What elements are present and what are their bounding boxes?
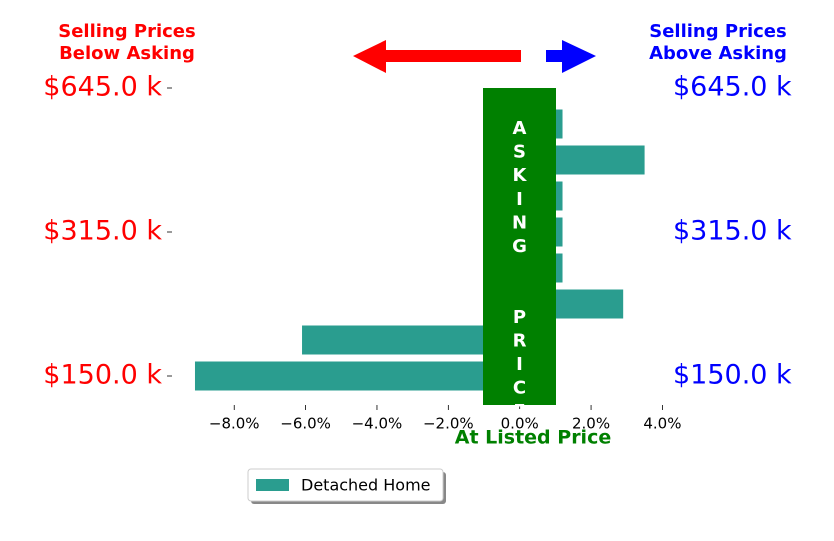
bar [194, 361, 520, 391]
legend [247, 468, 444, 502]
x-tick-label: −8.0% [209, 415, 260, 433]
legend-swatch [256, 479, 289, 491]
y-tick-label: $645.0 k [43, 72, 162, 103]
annotation-below: Selling Prices [58, 21, 195, 42]
y-tick-label-right: $315.0 k [673, 216, 792, 247]
y-tick-label-right: $150.0 k [673, 360, 792, 391]
y-tick-label: $315.0 k [43, 216, 162, 247]
left-arrow [353, 40, 521, 73]
asking-price-band [483, 88, 556, 405]
legend-label: Detached Home [301, 476, 431, 495]
x-tick-label: 4.0% [643, 415, 681, 433]
x-axis-label: At Listed Price [455, 427, 611, 449]
asking-price-label: ASKING PRICE [509, 118, 530, 425]
x-tick-label: −2.0% [423, 415, 474, 433]
annotation-above: Selling Prices [649, 21, 786, 42]
x-tick-label: −6.0% [280, 415, 331, 433]
x-tick-label: −4.0% [352, 415, 403, 433]
y-tick-label: $150.0 k [43, 360, 162, 391]
x-tick-label: 2.0% [572, 415, 610, 433]
y-tick-label-right: $645.0 k [673, 72, 792, 103]
right-arrow [546, 40, 596, 73]
x-tick-label: 0.0% [501, 415, 539, 433]
annotation-below: Below Asking [59, 43, 195, 64]
annotation-above: Above Asking [649, 43, 787, 64]
